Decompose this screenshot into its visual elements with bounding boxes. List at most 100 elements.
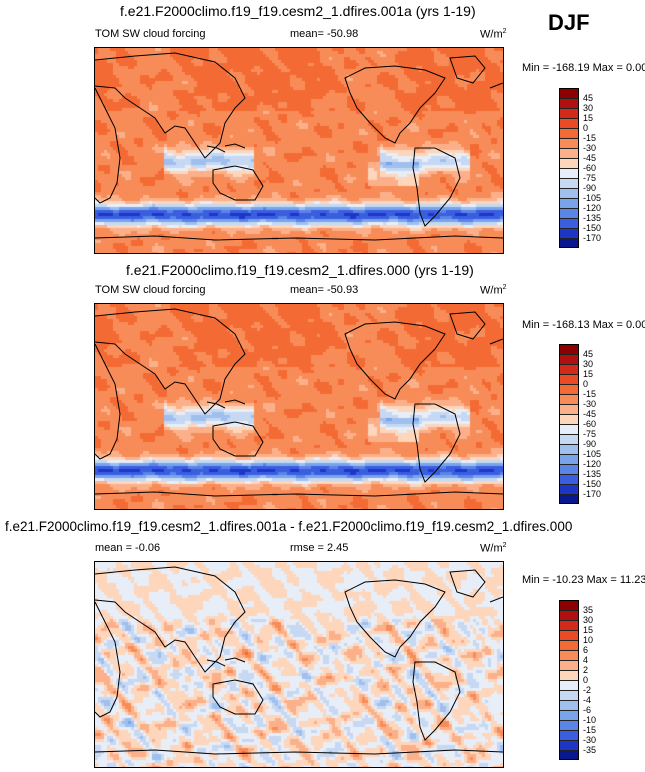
colorbar-swatch (559, 484, 579, 494)
colorbar-swatch (559, 238, 579, 248)
colorbar-tick-label: 15 (583, 113, 594, 123)
colorbar-tick-label: -15 (583, 725, 597, 735)
colorbar-tick-label: -4 (583, 695, 592, 705)
coastline (489, 82, 503, 89)
coastline (344, 579, 446, 658)
colorbar-tick-label: -45 (583, 153, 597, 163)
colorbar-swatch (559, 208, 579, 218)
colorbar-swatch (559, 444, 579, 454)
colorbar-swatch (559, 660, 579, 670)
colorbar-tick-label: -30 (583, 735, 597, 745)
colorbar-swatch (559, 88, 579, 98)
panel3-rmse-label: rmse = 2.45 (290, 542, 349, 554)
coastline (212, 679, 264, 715)
colorbar-swatch (559, 750, 579, 760)
coastline (449, 55, 486, 84)
colorbar-tick-label: -105 (583, 193, 602, 203)
colorbar-swatch (559, 454, 579, 464)
colorbar-tick-label: 10 (583, 635, 594, 645)
colorbar-tick-label: -60 (583, 419, 597, 429)
colorbar-swatch (559, 740, 579, 750)
colorbar-swatch (559, 434, 579, 444)
panel3-field (95, 562, 503, 767)
colorbar-tick-label: -135 (583, 469, 602, 479)
panel3-map (94, 561, 504, 768)
panel3-title: f.e21.F2000climo.f19_f19.cesm2_1.dfires.… (5, 519, 573, 534)
colorbar-tick-label: -75 (583, 173, 597, 183)
coastline (224, 143, 246, 149)
panel1-map (94, 47, 504, 254)
colorbar-tick-label: 30 (583, 615, 594, 625)
coastline (95, 343, 121, 460)
colorbar-tick-label: 45 (583, 93, 594, 103)
colorbar-swatch (559, 670, 579, 680)
colorbar-swatch (559, 494, 579, 504)
coastline (412, 403, 461, 483)
colorbar-tick-label: -6 (583, 705, 592, 715)
panel2-coastlines (95, 308, 503, 497)
colorbar-tick-label: -90 (583, 439, 597, 449)
colorbar-swatch (559, 158, 579, 168)
colorbar-swatch (559, 98, 579, 108)
colorbar-swatch (559, 464, 579, 474)
panel3-minmax: Min = -10.23 Max = 11.23 (522, 574, 645, 586)
panel1-minmax: Min = -168.19 Max = 0.00 (522, 62, 645, 74)
colorbar-tick-label: -45 (583, 409, 597, 419)
colorbar-tick-label: -10 (583, 715, 597, 725)
coastline (224, 657, 246, 663)
colorbar-tick-label: 45 (583, 349, 594, 359)
colorbar-frame (559, 344, 579, 504)
colorbar-swatch (559, 620, 579, 630)
colorbar-swatch (559, 118, 579, 128)
panel2-field (95, 304, 503, 509)
panel2-mean-label: mean= -50.93 (290, 284, 359, 296)
coastline (95, 87, 121, 204)
colorbar-tick-label: 30 (583, 359, 594, 369)
colorbar-tick-label: 15 (583, 625, 594, 635)
colorbar-tick-label: -30 (583, 399, 597, 409)
coastline (212, 421, 264, 457)
colorbar-frame (559, 88, 579, 248)
colorbar-swatch (559, 600, 579, 610)
coastline (412, 147, 461, 227)
colorbar-swatch (559, 228, 579, 238)
colorbar-swatch (559, 218, 579, 228)
coastline (212, 165, 264, 201)
colorbar-tick-label: -35 (583, 745, 597, 755)
panel3-units: W/m2 (480, 542, 507, 555)
colorbar-tick-label: -15 (583, 133, 597, 143)
panel2-units: W/m2 (480, 284, 507, 297)
colorbar-swatch (559, 354, 579, 364)
colorbar-tick-label: -30 (583, 143, 597, 153)
coastline (449, 311, 486, 340)
panel1-field (95, 48, 503, 253)
colorbar-tick-label: -135 (583, 213, 602, 223)
colorbar-tick-label: 6 (583, 645, 589, 655)
colorbar-tick-label: -2 (583, 685, 592, 695)
panel1-units: W/m2 (480, 28, 507, 41)
panel2-title: f.e21.F2000climo.f19_f19.cesm2_1.dfires.… (126, 262, 474, 278)
colorbar-swatch (559, 198, 579, 208)
panel1-mean-label: mean= -50.98 (290, 28, 359, 40)
colorbar-swatch (559, 128, 579, 138)
colorbar-tick-label: -170 (583, 233, 602, 243)
coastline (95, 749, 503, 755)
colorbar-swatch (559, 178, 579, 188)
panel2-variable-label: TOM SW cloud forcing (95, 284, 206, 296)
colorbar-tick-label: 4 (583, 655, 589, 665)
colorbar-swatch (559, 474, 579, 484)
colorbar-swatch (559, 344, 579, 354)
coastline (344, 321, 446, 400)
colorbar-swatch (559, 730, 579, 740)
colorbar-tick-label: 0 (583, 123, 589, 133)
colorbar-swatch (559, 168, 579, 178)
coastline (95, 235, 503, 241)
colorbar-swatch (559, 364, 579, 374)
season-label: DJF (548, 10, 590, 35)
coastline (95, 308, 246, 415)
colorbar-swatch (559, 148, 579, 158)
colorbar-tick-label: -170 (583, 489, 602, 499)
coastline (489, 338, 503, 345)
coastline (344, 65, 446, 144)
colorbar-tick-label: -75 (583, 429, 597, 439)
